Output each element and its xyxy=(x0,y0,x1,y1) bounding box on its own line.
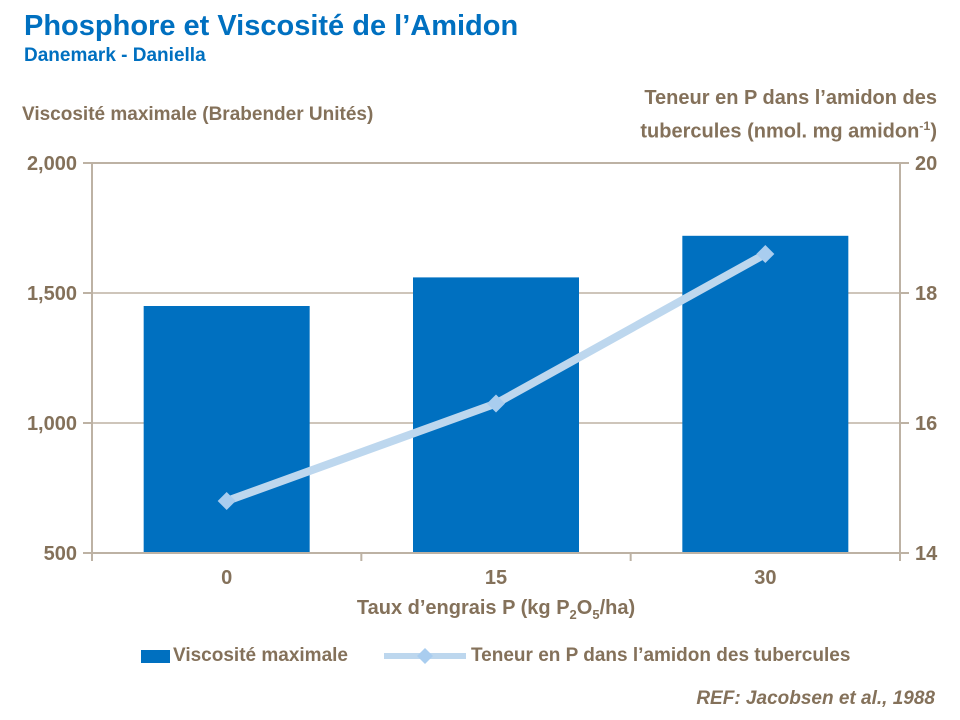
x-axis-title-sub5: 5 xyxy=(592,607,600,622)
left-axis-tick-label: 500 xyxy=(44,543,77,565)
line-marker-15 xyxy=(487,394,505,413)
left-axis-tick-label: 1,500 xyxy=(27,283,77,305)
legend-item-teneur: Teneur en P dans l’amidon des tubercules xyxy=(382,645,850,667)
x-axis-title-sub2: 2 xyxy=(569,607,577,622)
plot-frame xyxy=(91,162,901,554)
x-category-label: 30 xyxy=(754,567,776,589)
right-axis-tick-label: 14 xyxy=(915,543,938,565)
bar-0 xyxy=(143,306,310,553)
right-axis-title: Teneur en P dans l’amidon des tubercules … xyxy=(517,84,937,146)
page-title: Phosphore et Viscosité de l’Amidon xyxy=(24,10,519,42)
reference-citation: REF: Jacobsen et al., 1988 xyxy=(696,688,935,709)
bar-15 xyxy=(413,277,579,553)
chart-legend: Viscosité maximale Teneur en P dans l’am… xyxy=(141,645,850,667)
line-series-swatch-icon xyxy=(383,648,466,664)
page-subtitle: Danemark - Daniella xyxy=(24,45,206,66)
right-axis-title-line2-close: ) xyxy=(930,120,937,143)
left-axis-tick-label: 1,000 xyxy=(27,413,77,435)
right-axis-tick-label: 16 xyxy=(915,413,937,435)
x-axis-title-o: O xyxy=(576,597,593,619)
left-axis-title: Viscosité maximale (Brabender Unités) xyxy=(22,104,374,125)
right-axis-title-line2: tubercules (nmol. mg amidon xyxy=(640,120,920,143)
x-axis-title-close: /ha) xyxy=(599,597,636,619)
right-axis-title-line1: Teneur en P dans l’amidon des xyxy=(644,87,937,109)
legend-label-viscosity: Viscosité maximale xyxy=(173,645,348,666)
x-category-label: 15 xyxy=(485,567,507,589)
right-axis-title-superscript: -1 xyxy=(919,119,931,133)
right-axis-tick-label: 18 xyxy=(915,283,937,305)
x-category-label: 0 xyxy=(221,567,232,589)
x-axis-title: Taux d’engrais P (kg P2O5/ha) xyxy=(92,597,900,622)
left-axis-tick-label: 2,000 xyxy=(27,153,77,175)
right-axis-tick-label: 20 xyxy=(915,153,937,175)
line-marker-0 xyxy=(217,492,236,510)
bar-series-swatch-icon xyxy=(141,649,170,663)
x-axis-title-text: Taux d’engrais P (kg P xyxy=(356,597,570,619)
line-marker-30 xyxy=(756,245,775,263)
legend-label-teneur: Teneur en P dans l’amidon des tubercules xyxy=(470,645,851,666)
legend-item-viscosity: Viscosité maximale xyxy=(141,645,348,667)
